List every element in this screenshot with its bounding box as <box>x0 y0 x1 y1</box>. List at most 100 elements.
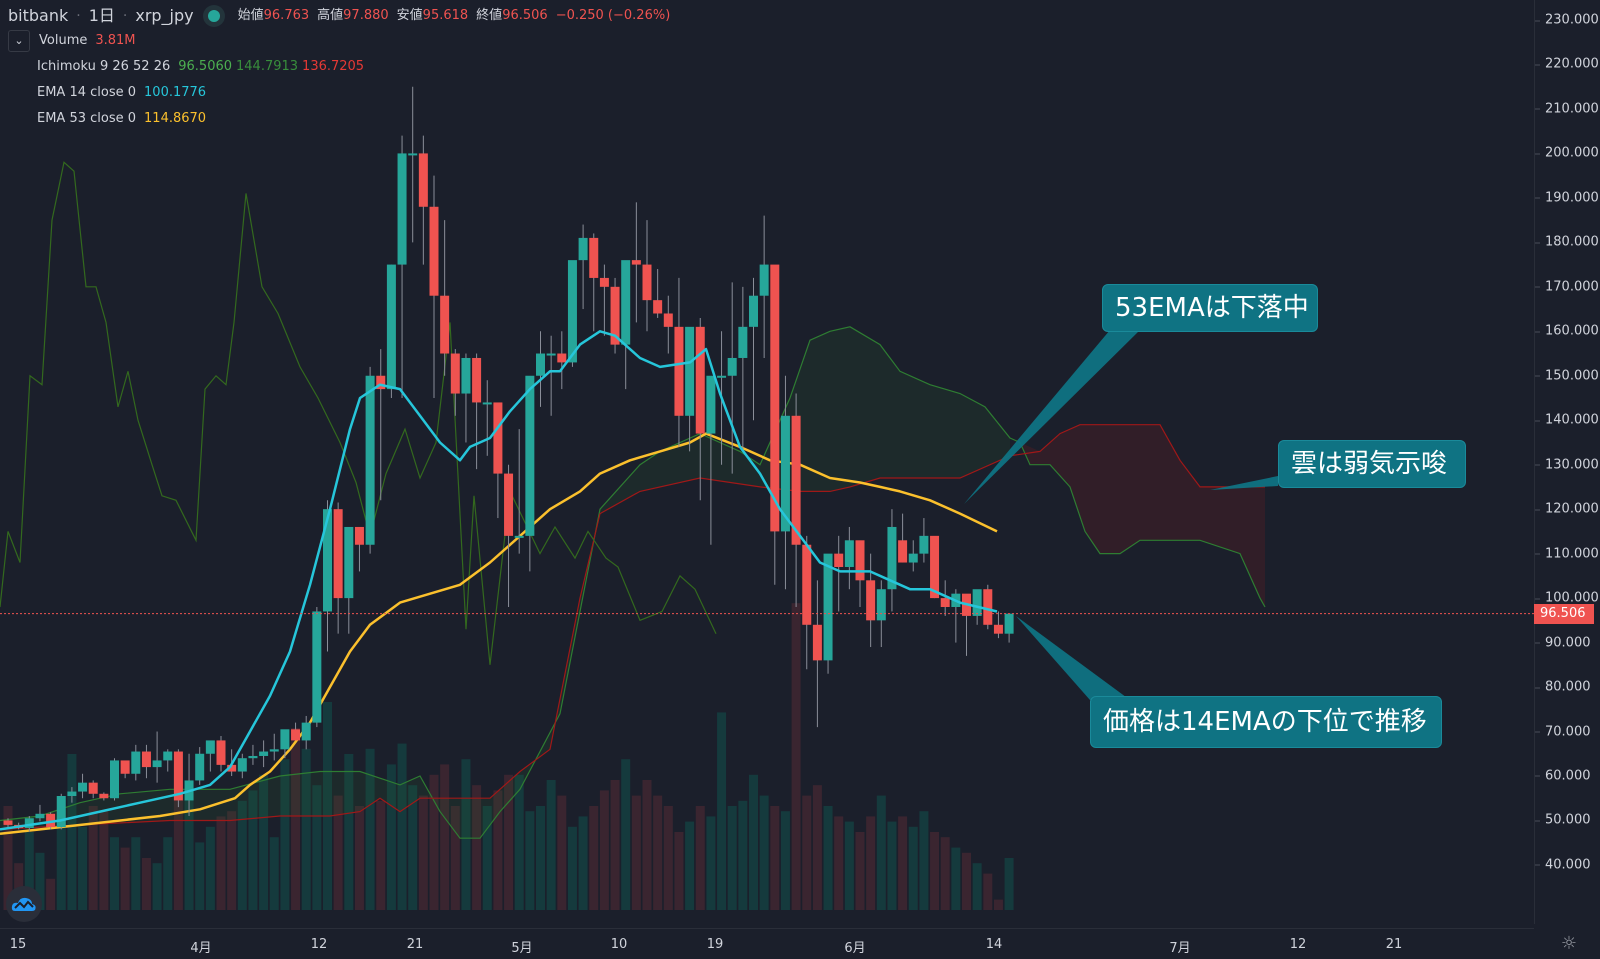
volume-bar <box>855 832 865 910</box>
volume-bar <box>695 806 705 910</box>
candle-body <box>823 553 833 661</box>
price-tick-label: 210.000 <box>1535 101 1599 117</box>
volume-bar <box>791 603 801 910</box>
candle-body <box>152 760 162 768</box>
tradingview-logo-button[interactable] <box>6 886 42 922</box>
candle-body <box>365 375 375 545</box>
volume-bar <box>663 806 673 910</box>
volume-bar <box>567 826 577 910</box>
volume-bar <box>141 858 151 910</box>
ema53-label[interactable]: EMA 53 close 0 <box>37 111 137 126</box>
annotation-callout[interactable]: 53EMAは下落中 <box>1102 284 1318 332</box>
volume-bar <box>301 748 311 910</box>
volume-bar <box>461 759 471 910</box>
candle-body <box>919 535 929 554</box>
chikou-span-line <box>0 161 717 665</box>
candle-body <box>770 264 780 532</box>
volume-bar <box>536 806 545 910</box>
candle-body <box>376 375 386 390</box>
price-tick-label: 100.000 <box>1535 590 1599 606</box>
volume-bar <box>514 774 524 910</box>
candle-body <box>78 782 88 792</box>
candle-body <box>408 153 418 156</box>
price-axis[interactable]: 230.000 220.000 210.000 200.000 190.000 180.0… <box>1534 0 1600 924</box>
time-axis[interactable]: 15 4月 12 21 5月 10 19 6月 14 7月 12 21 <box>0 928 1534 959</box>
candle-body <box>280 729 290 750</box>
candle-body <box>557 353 567 363</box>
low-value: 95.618 <box>422 8 469 23</box>
annotation-callout[interactable]: 価格は14EMAの下位で推移 <box>1090 696 1442 748</box>
volume-bar <box>930 832 940 910</box>
price-tick-label: 120.000 <box>1535 501 1599 517</box>
time-tick-label: 10 <box>610 937 628 952</box>
candle-body <box>812 624 822 661</box>
candle-body <box>3 820 13 825</box>
volume-bar <box>205 826 215 910</box>
volume-bar <box>376 800 386 910</box>
volume-bar <box>195 842 205 910</box>
volume-bar <box>493 790 503 910</box>
volume-bar <box>1004 858 1014 910</box>
candle-body <box>195 753 205 781</box>
volume-bar <box>589 806 599 910</box>
interval[interactable]: 1日 <box>88 6 115 25</box>
price-tick-label: 230.000 <box>1535 12 1599 28</box>
ichimoku-cloud-bear <box>1020 424 1265 607</box>
cloud-logo-icon <box>11 897 36 911</box>
volume-bar <box>173 764 183 910</box>
volume-bar <box>131 837 141 910</box>
candle-body <box>248 755 258 759</box>
ichimoku-value-1: 96.5060 <box>178 59 233 74</box>
volume-bar <box>685 821 695 910</box>
price-chart[interactable] <box>0 0 1534 928</box>
candle-body <box>269 749 279 752</box>
volume-bar <box>237 800 247 910</box>
ema14-label[interactable]: EMA 14 close 0 <box>37 85 137 100</box>
volume-bar <box>631 795 641 910</box>
volume-bar <box>46 878 56 910</box>
price-tick-label: 50.000 <box>1535 812 1591 828</box>
candle-body <box>908 553 918 563</box>
volume-bar <box>418 795 428 910</box>
candle-body <box>312 611 322 723</box>
candle-body <box>67 791 77 797</box>
candle-body <box>993 624 1003 634</box>
candle-body <box>940 598 950 608</box>
candle-body <box>653 300 663 314</box>
chevron-down-icon: ⌄ <box>14 34 24 47</box>
symbol-name[interactable]: xrp_jpy <box>135 6 194 25</box>
volume-bar <box>354 806 364 910</box>
open-label: 始値 <box>237 8 264 23</box>
candle-body <box>110 760 119 799</box>
annotation-callout[interactable]: 雲は弱気示唆 <box>1278 440 1466 488</box>
candle-body <box>354 526 364 545</box>
candle-body <box>983 589 993 625</box>
close-label: 終値 <box>476 8 503 23</box>
ema14-line <box>0 330 998 831</box>
market-status-icon <box>207 10 220 22</box>
candle-body <box>898 540 908 563</box>
volume-bar <box>919 811 929 910</box>
volume-bar <box>887 821 897 910</box>
ema14-value: 100.1776 <box>144 85 207 100</box>
candle-body <box>695 326 705 434</box>
volume-bar <box>802 795 812 910</box>
ichimoku-label[interactable]: Ichimoku 9 26 52 26 <box>37 59 171 74</box>
volume-bar <box>35 852 45 910</box>
candle-body <box>301 722 311 741</box>
volume-bar <box>866 816 876 910</box>
candle-body <box>493 402 503 474</box>
volume-bar <box>653 795 663 910</box>
volume-bar <box>674 832 684 910</box>
senkou-span-b-line <box>0 424 1265 830</box>
volume-label[interactable]: Volume <box>39 33 88 48</box>
collapse-legend-button[interactable]: ⌄ <box>8 30 30 52</box>
volume-bar <box>546 780 556 910</box>
chart-settings-button[interactable]: ☼ <box>1558 933 1580 955</box>
volume-bar <box>472 785 482 910</box>
candle-body <box>599 277 609 287</box>
candle-body <box>642 264 652 301</box>
candle-body <box>291 729 301 741</box>
exchange-name[interactable]: bitbank <box>8 6 69 25</box>
volume-bar <box>3 806 13 910</box>
